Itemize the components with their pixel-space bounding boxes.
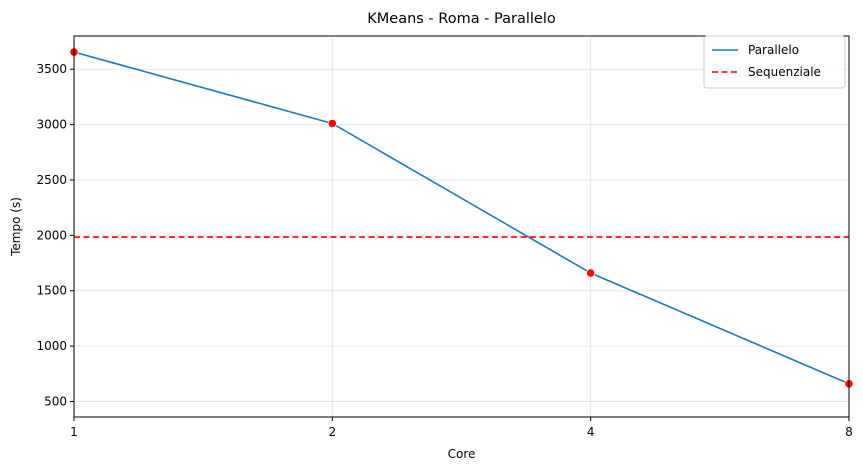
y-tick-label: 500 <box>44 394 67 408</box>
legend-box <box>703 35 846 89</box>
y-tick-label: 2500 <box>36 173 67 187</box>
x-tick-label: 1 <box>70 425 78 439</box>
x-tick-label: 4 <box>587 425 595 439</box>
y-tick-label: 2000 <box>36 228 67 242</box>
y-tick-label: 3500 <box>36 62 67 76</box>
plot-frame <box>73 35 850 418</box>
y-tick-label: 1000 <box>36 339 67 353</box>
axis-ticks: 1 2 4 8 500 1000 1500 2000 2500 3000 3500 <box>36 62 852 439</box>
parallelo-line <box>74 51 849 385</box>
parallelo-point <box>327 118 337 129</box>
legend-label-sequenziale: Sequenziale <box>748 65 821 79</box>
x-axis-title: Core <box>448 447 476 461</box>
legend-label-parallelo: Parallelo <box>748 43 799 57</box>
y-axis-title: Tempo (s) <box>9 197 23 257</box>
y-tick-label: 1500 <box>36 284 67 298</box>
x-tick-label: 2 <box>329 425 337 439</box>
legend: Parallelo Sequenziale <box>703 35 846 89</box>
chart-title: KMeans - Roma - Parallelo <box>367 11 556 27</box>
series-layer <box>69 47 854 389</box>
parallelo-point <box>586 268 596 278</box>
y-tick-label: 3000 <box>36 118 67 132</box>
grid <box>73 36 850 417</box>
x-tick-label: 8 <box>845 425 853 439</box>
